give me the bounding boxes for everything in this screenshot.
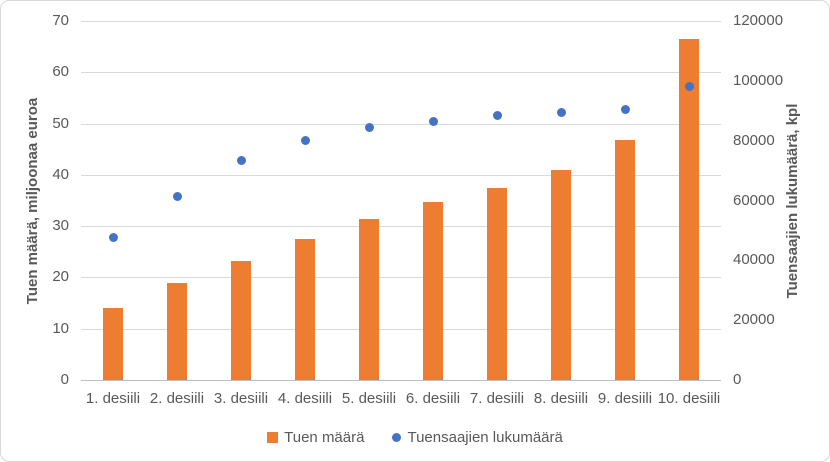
point-tuensaajien-lukumaara <box>237 156 246 165</box>
legend-item-tuen-maara: Tuen määrä <box>267 429 364 446</box>
x-axis-category-label: 10. desiili <box>657 389 721 407</box>
gridline <box>81 277 721 278</box>
left-axis-tick-label: 30 <box>52 217 69 234</box>
point-tuensaajien-lukumaara <box>685 82 694 91</box>
gridline <box>81 124 721 125</box>
right-axis-title: Tuensaajien lukumäärä, kpl <box>784 103 801 299</box>
plot-area <box>81 21 721 381</box>
right-axis-tick-label: 20000 <box>733 311 775 328</box>
legend-label: Tuensaajien lukumäärä <box>407 428 563 446</box>
bar-tuen-maara <box>103 308 123 380</box>
bar-tuen-maara <box>295 239 315 380</box>
right-axis-tick-label: 40000 <box>733 251 775 268</box>
legend-label: Tuen määrä <box>284 428 365 446</box>
x-axis-category-label: 3. desiili <box>213 389 269 407</box>
point-tuensaajien-lukumaara <box>301 136 310 145</box>
gridline <box>81 175 721 176</box>
right-axis-tick-label: 0 <box>733 371 742 388</box>
right-axis-tick-label: 120000 <box>733 12 784 29</box>
bar-tuen-maara <box>615 140 635 380</box>
x-axis-category-label: 6. desiili <box>405 389 461 407</box>
point-tuensaajien-lukumaara <box>429 117 438 126</box>
x-axis-category-label: 2. desiili <box>149 389 205 407</box>
gridline <box>81 21 721 22</box>
right-axis-tick-label: 100000 <box>733 72 784 89</box>
x-axis-category-label: 1. desiili <box>85 389 141 407</box>
point-tuensaajien-lukumaara <box>109 233 118 242</box>
left-axis-title: Tuen määrä, miljoonaa euroa <box>24 97 41 305</box>
right-axis-tick-label: 80000 <box>733 132 775 149</box>
legend-item-tuensaajien-lukumaara: Tuensaajien lukumäärä <box>392 428 563 446</box>
left-axis-tick-label: 40 <box>52 166 69 183</box>
bar-tuen-maara <box>231 261 251 380</box>
x-axis-line <box>81 380 721 381</box>
left-axis-tick-label: 20 <box>52 268 69 285</box>
right-axis-tick-label: 60000 <box>733 192 775 209</box>
point-tuensaajien-lukumaara <box>621 105 630 114</box>
gridline <box>81 72 721 73</box>
bar-tuen-maara <box>551 170 571 380</box>
bar-tuen-maara <box>679 39 699 380</box>
bar-tuen-maara <box>423 202 443 380</box>
x-axis-category-label: 4. desiili <box>277 389 333 407</box>
x-axis-category-label: 9. desiili <box>597 389 653 407</box>
left-axis-tick-label: 70 <box>52 12 69 29</box>
bar-tuen-maara <box>487 188 507 380</box>
x-axis-category-label: 5. desiili <box>341 389 397 407</box>
chart-legend: Tuen määrä Tuensaajien lukumäärä <box>1 427 829 447</box>
x-axis-category-label: 8. desiili <box>533 389 589 407</box>
x-axis-category-label: 7. desiili <box>469 389 525 407</box>
gridline <box>81 226 721 227</box>
left-axis-tick-label: 0 <box>60 371 69 388</box>
point-tuensaajien-lukumaara <box>493 111 502 120</box>
point-tuensaajien-lukumaara <box>365 123 374 132</box>
left-axis-tick-label: 60 <box>52 63 69 80</box>
point-tuensaajien-lukumaara <box>557 108 566 117</box>
left-axis-tick-label: 50 <box>52 115 69 132</box>
point-tuensaajien-lukumaara <box>173 192 182 201</box>
left-axis-tick-label: 10 <box>52 320 69 337</box>
bar-tuen-maara <box>359 219 379 380</box>
legend-square-marker-icon <box>267 431 279 443</box>
bar-tuen-maara <box>167 283 187 380</box>
legend-dot-marker-icon <box>392 432 402 442</box>
gridline <box>81 329 721 330</box>
